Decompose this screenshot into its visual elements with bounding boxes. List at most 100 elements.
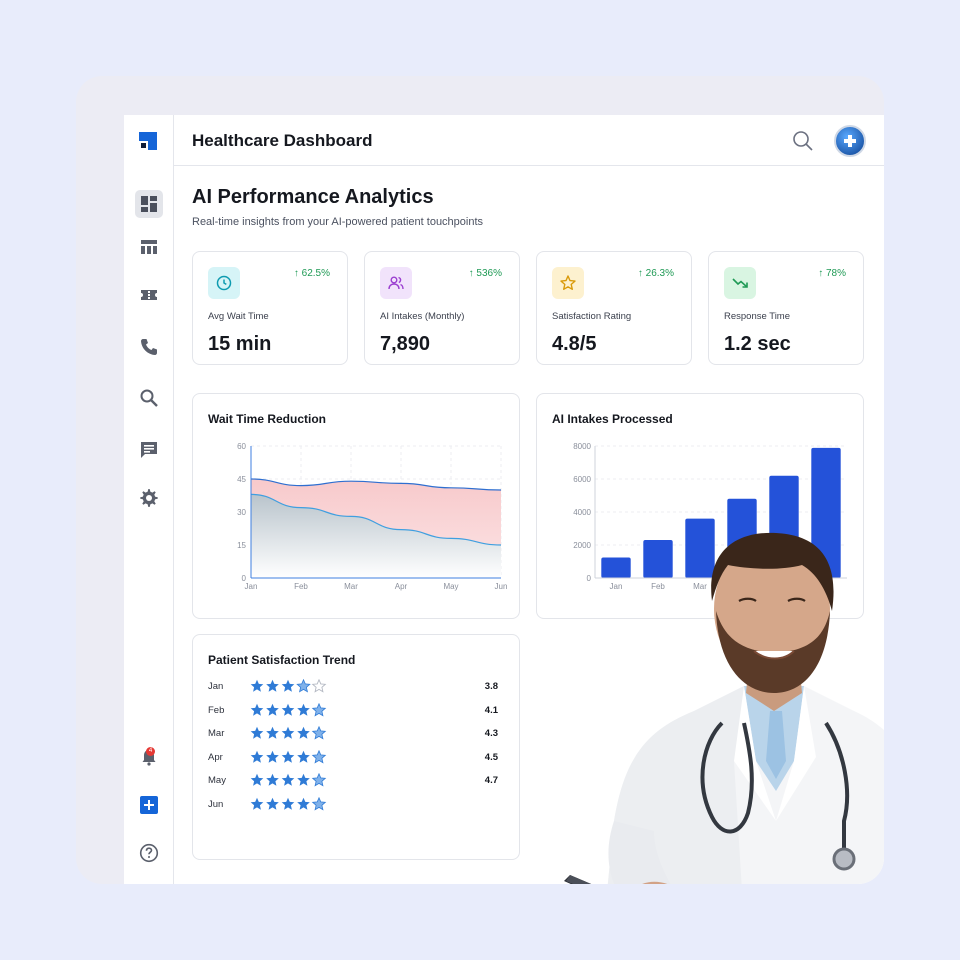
star-icon bbox=[281, 774, 295, 787]
stat-icon-bg bbox=[552, 267, 584, 299]
y-tick-label: 45 bbox=[237, 475, 246, 484]
star-icon bbox=[250, 797, 264, 810]
stat-value: 1.2 sec bbox=[724, 333, 791, 355]
star-icon bbox=[311, 749, 327, 764]
y-tick-label: 6000 bbox=[573, 475, 591, 484]
sidebar-item-tickets[interactable] bbox=[135, 281, 163, 309]
stat-icon-bg bbox=[724, 267, 756, 299]
y-tick-label: 4000 bbox=[573, 508, 591, 517]
ticket-icon bbox=[141, 290, 157, 300]
y-tick-label: 8000 bbox=[573, 442, 591, 451]
star-rating bbox=[250, 797, 327, 811]
star-icon bbox=[297, 774, 310, 787]
page-subtitle: Real-time insights from your AI-powered … bbox=[192, 216, 484, 228]
stat-card-response-time: ↑ 78% Response Time 1.2 sec bbox=[708, 251, 864, 365]
rating-score: 4.5 bbox=[484, 751, 498, 763]
sidebar: 4 bbox=[124, 115, 174, 884]
search-icon bbox=[140, 389, 158, 407]
star-icon bbox=[250, 679, 264, 692]
star-icon bbox=[311, 726, 327, 740]
y-tick-label: 15 bbox=[237, 541, 246, 550]
y-tick-label: 2000 bbox=[573, 541, 591, 550]
phone-icon bbox=[141, 339, 157, 355]
avatar[interactable] bbox=[834, 125, 866, 157]
area-series-2 bbox=[251, 494, 501, 578]
dashboard-window: 4 Healthcare Dashboard AI Performance An… bbox=[124, 115, 884, 884]
star-icon bbox=[297, 726, 310, 739]
star-icon bbox=[266, 797, 279, 810]
star-icon bbox=[250, 750, 264, 763]
star-icon bbox=[281, 797, 295, 810]
sidebar-item-messages[interactable] bbox=[135, 436, 163, 464]
rating-score: 4.1 bbox=[484, 704, 498, 716]
star-icon bbox=[250, 774, 264, 787]
line-series-2 bbox=[250, 493, 502, 546]
table-icon bbox=[141, 240, 157, 254]
star-icon bbox=[311, 797, 327, 811]
wait-time-chart: 0 15 30 45 60 Jan Feb Mar Apr May Jun bbox=[237, 442, 508, 591]
sidebar-item-help[interactable] bbox=[135, 839, 163, 867]
star-icon bbox=[281, 726, 295, 739]
sidebar-item-add[interactable] bbox=[135, 791, 163, 819]
panel-title: Patient Satisfaction Trend bbox=[208, 653, 356, 667]
star-icon bbox=[297, 750, 310, 763]
medical-cross-icon bbox=[844, 135, 856, 147]
x-tick-label: May bbox=[443, 582, 458, 591]
x-tick-label: Mar bbox=[344, 582, 358, 591]
search-icon[interactable] bbox=[792, 130, 814, 152]
chart-title: AI Intakes Processed bbox=[552, 412, 673, 426]
star-rating bbox=[250, 749, 327, 764]
rating-month: Apr bbox=[208, 751, 223, 763]
star-icon bbox=[311, 679, 327, 693]
bar bbox=[685, 518, 715, 578]
stat-change: ↑ 536% bbox=[468, 268, 502, 279]
users-icon bbox=[388, 276, 404, 290]
stat-value: 4.8/5 bbox=[552, 333, 597, 355]
rating-row: May 4.7 bbox=[208, 773, 498, 787]
rating-month: Feb bbox=[208, 704, 225, 716]
top-bar: Healthcare Dashboard bbox=[174, 115, 884, 166]
rating-month: May bbox=[208, 775, 226, 787]
plus-icon bbox=[140, 796, 158, 814]
rating-score: 4.7 bbox=[484, 775, 498, 787]
rating-month: Mar bbox=[208, 728, 225, 740]
stat-icon-bg bbox=[208, 267, 240, 299]
star-rating bbox=[250, 726, 327, 740]
stat-label: AI Intakes (Monthly) bbox=[380, 311, 465, 322]
stat-card-ai-intakes: ↑ 536% AI Intakes (Monthly) 7,890 bbox=[364, 251, 520, 365]
star-icon bbox=[560, 275, 576, 290]
star-rating bbox=[250, 702, 327, 717]
star-icon bbox=[250, 726, 264, 739]
x-tick-label: Jan bbox=[245, 582, 258, 591]
gear-icon bbox=[140, 489, 158, 507]
logo-icon bbox=[139, 132, 157, 150]
satisfaction-panel: Patient Satisfaction Trend Jan 3.8 Feb 4.1 M… bbox=[192, 634, 520, 860]
dashboard-icon bbox=[141, 196, 157, 212]
stat-value: 15 min bbox=[208, 333, 272, 355]
stat-label: Avg Wait Time bbox=[208, 311, 269, 322]
x-tick-label: Jun bbox=[495, 582, 508, 591]
trending-down-icon bbox=[732, 278, 748, 288]
stat-value: 7,890 bbox=[380, 333, 431, 355]
sidebar-item-calls[interactable] bbox=[135, 333, 163, 361]
star-icon bbox=[311, 702, 327, 717]
sidebar-item-settings[interactable] bbox=[135, 484, 163, 512]
sidebar-item-tables[interactable] bbox=[135, 233, 163, 261]
star-icon bbox=[266, 679, 279, 692]
stat-change: ↑ 78% bbox=[818, 268, 846, 279]
stat-card-satisfaction: ↑ 26.3% Satisfaction Rating 4.8/5 bbox=[536, 251, 692, 365]
x-tick-label: Feb bbox=[294, 582, 308, 591]
help-icon bbox=[139, 843, 159, 863]
star-icon bbox=[250, 703, 264, 716]
stat-change: ↑ 26.3% bbox=[637, 268, 674, 279]
star-rating bbox=[250, 773, 327, 787]
star-icon bbox=[266, 774, 279, 787]
sidebar-item-dashboard[interactable] bbox=[135, 190, 163, 218]
stat-label: Response Time bbox=[724, 311, 791, 322]
rating-row: Apr 4.5 bbox=[208, 749, 498, 764]
rating-row: Mar 4.3 bbox=[208, 726, 498, 740]
x-tick-label: Feb bbox=[651, 582, 665, 591]
sidebar-item-search[interactable] bbox=[135, 384, 163, 412]
showcase-frame: 4 Healthcare Dashboard AI Performance An… bbox=[76, 76, 884, 884]
stat-card-wait-time: ↑ 62.5% Avg Wait Time 15 min bbox=[192, 251, 348, 365]
